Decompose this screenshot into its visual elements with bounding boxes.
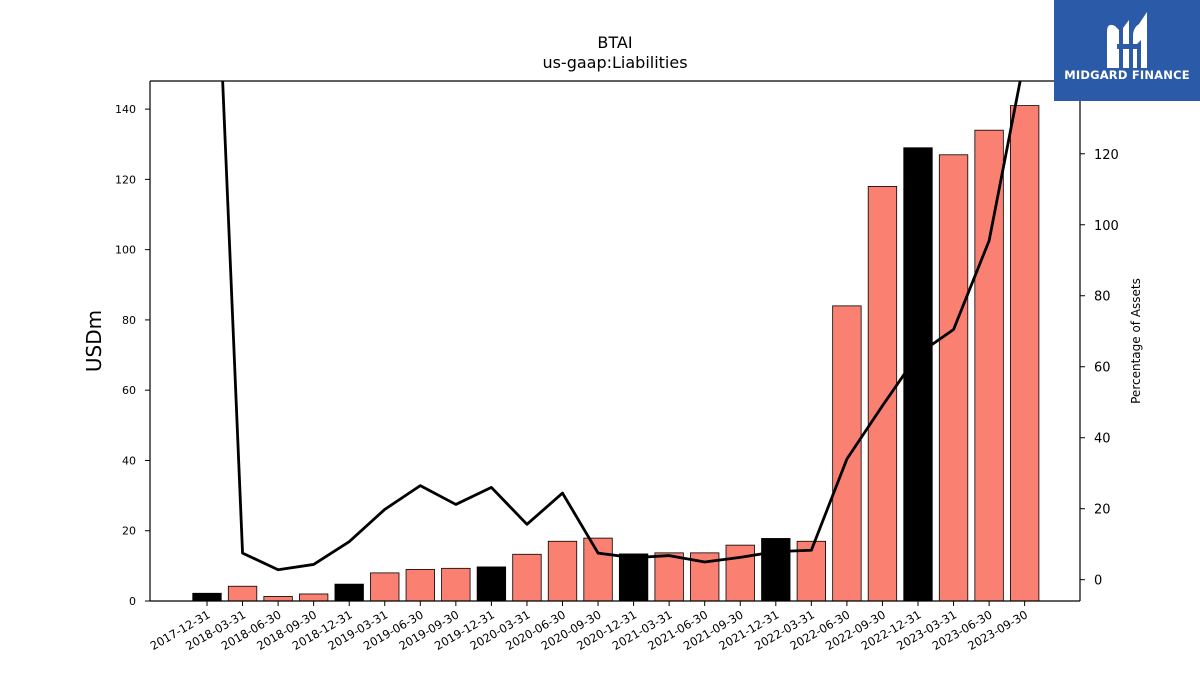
y2-tick-label: 100: [1094, 219, 1119, 234]
y2-tick-label: 80: [1094, 290, 1111, 305]
bar-2020-03-31: [512, 553, 542, 602]
y2-tick-label: 120: [1094, 148, 1119, 163]
y-tick-label: 40: [122, 454, 136, 467]
bar-2018-03-31: [227, 585, 258, 602]
y2-tick-label: 40: [1094, 432, 1111, 447]
bar-2017-12-31: [192, 592, 222, 602]
bar-2021-09-30: [725, 544, 755, 602]
bar-2021-03-31: [654, 552, 684, 602]
bar-2019-06-30: [405, 568, 435, 602]
bar-2023-03-31: [938, 154, 969, 602]
y-tick-label: 60: [122, 384, 136, 397]
bar-2022-06-30: [832, 305, 862, 602]
bar-2018-09-30: [298, 593, 329, 602]
bar-2018-06-30: [263, 596, 293, 602]
bar-2019-09-30: [441, 567, 471, 602]
brand-name: MIDGARD FINANCE: [1064, 68, 1190, 82]
bar-2023-09-30: [1010, 105, 1040, 602]
bar-2020-09-30: [583, 537, 613, 602]
y2-tick-label: 0: [1094, 574, 1102, 589]
y-tick-label: 20: [122, 525, 136, 538]
y-tick-label: 100: [115, 244, 136, 257]
chart-subtitle: us-gaap:Liabilities: [542, 53, 687, 72]
chart-title: BTAI: [597, 33, 632, 52]
y-tick-label: 140: [115, 103, 136, 116]
bar-2022-12-31: [903, 147, 933, 602]
y2-tick-label: 20: [1094, 503, 1111, 518]
y-tick-label: 80: [122, 314, 136, 327]
y2-tick-label: 60: [1094, 361, 1111, 376]
bar-2023-06-30: [974, 129, 1004, 602]
bar-2020-12-31: [618, 553, 649, 602]
bar-2019-03-31: [370, 572, 400, 602]
y-tick-label: 0: [129, 595, 136, 608]
bar-2021-12-31: [761, 538, 791, 602]
y-axis-label: USDm: [82, 310, 106, 372]
y-tick-label: 120: [115, 173, 136, 186]
bar-2018-12-31: [334, 583, 364, 602]
percentage-of-assets-line: [221, 81, 1022, 572]
y2-axis-label: Percentage of Assets: [1129, 278, 1143, 404]
midgard-logo-icon: [1107, 12, 1147, 68]
bar-2020-06-30: [547, 540, 578, 602]
bar-2019-12-31: [476, 566, 507, 602]
midgard-finance-logo: MIDGARD FINANCE: [1054, 0, 1200, 101]
